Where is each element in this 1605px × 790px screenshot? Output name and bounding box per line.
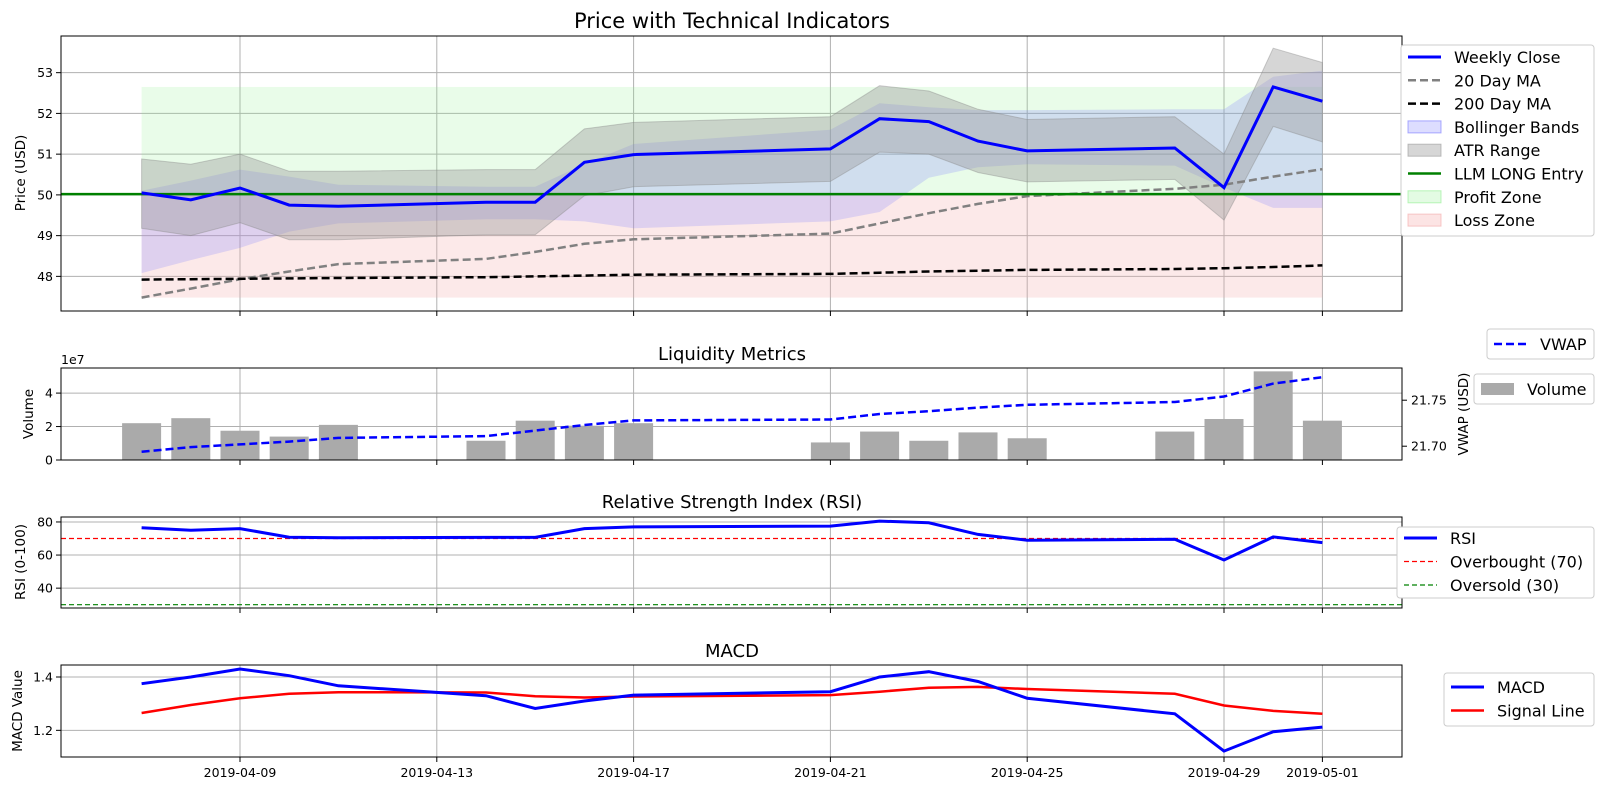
atr-range	[141, 47, 1323, 241]
y2-tick-label: 21.70	[1411, 439, 1447, 454]
y-tick-label: 52	[37, 106, 53, 121]
legend-label: Volume	[1527, 380, 1587, 399]
legend-volume	[1473, 373, 1595, 405]
axes-frame	[60, 664, 1403, 758]
y-tick-label: 1.2	[33, 723, 53, 738]
x-tick-label: 2019-05-01	[1286, 765, 1359, 780]
legend-swatch	[1407, 213, 1442, 227]
y-tick-label: 1.4	[33, 670, 53, 685]
volume-bar	[1155, 431, 1195, 460]
legend-rsi	[1396, 526, 1595, 599]
volume-bar	[466, 440, 506, 460]
chart-title-macd: MACD	[705, 641, 759, 662]
volume-bar	[810, 442, 850, 460]
volume-bar	[1007, 438, 1047, 460]
vwap-line	[141, 375, 1323, 453]
x-tick-label: 2019-04-25	[991, 765, 1064, 780]
y-axis-label-macd: MACD Value	[10, 670, 26, 752]
legend-label: RSI	[1450, 529, 1476, 548]
y-axis-label-volume: Volume	[21, 389, 37, 439]
legend-label: Weekly Close	[1454, 48, 1560, 67]
legend-label: Oversold (30)	[1450, 576, 1559, 595]
chart-title-rsi: Relative Strength Index (RSI)	[602, 492, 862, 513]
ma200-line	[141, 264, 1323, 281]
legend-price	[1400, 44, 1595, 237]
volume-bar	[860, 431, 900, 460]
volume-bar	[318, 424, 358, 460]
legend-box	[1486, 328, 1595, 360]
volume-bar	[122, 423, 162, 460]
chart-title-liquidity: Liquidity Metrics	[658, 344, 806, 365]
y2-tick-label: 21.75	[1411, 393, 1447, 408]
x-tick-label: 2019-04-21	[794, 765, 867, 780]
rsi-line	[141, 519, 1323, 562]
legend-box	[1473, 373, 1595, 405]
y-tick-label: 48	[37, 269, 53, 284]
y-axis-label-price: Price (USD)	[13, 135, 29, 212]
axes-frame	[60, 516, 1403, 609]
volume-bar	[958, 432, 998, 460]
ma20-line	[141, 167, 1323, 299]
x-tick-label: 2019-04-09	[204, 765, 277, 780]
legend-label: Signal Line	[1497, 702, 1585, 721]
volume-bar	[564, 425, 604, 460]
profit-zone	[141, 86, 1323, 195]
volume-bar	[1302, 420, 1342, 460]
legend-swatch	[1481, 383, 1514, 395]
legend-label: MACD	[1497, 678, 1545, 697]
legend-label: Loss Zone	[1454, 211, 1535, 230]
weekly-close-line	[141, 85, 1323, 208]
legend-label: Overbought (70)	[1450, 553, 1583, 572]
axes-frame	[60, 367, 1403, 461]
legend-label: LLM LONG Entry	[1454, 165, 1584, 184]
y-axis-label-rsi: RSI (0-100)	[13, 524, 29, 600]
legend-swatch	[1407, 143, 1442, 157]
legend-macd	[1443, 672, 1595, 727]
chart-title-price: Price with Technical Indicators	[574, 9, 890, 33]
signal-line	[141, 685, 1323, 716]
x-tick-label: 2019-04-29	[1188, 765, 1261, 780]
y-tick-label: 2	[45, 419, 53, 434]
y-axis-exponent: 1e7	[61, 352, 85, 367]
legend-label: Bollinger Bands	[1454, 118, 1579, 137]
bollinger-bands	[141, 70, 1323, 274]
volume-bar	[614, 423, 654, 460]
legend-vwap	[1486, 328, 1595, 360]
legend-label: 200 Day MA	[1454, 95, 1551, 114]
y-tick-label: 51	[37, 147, 53, 162]
y2-axis-label-vwap: VWAP (USD)	[1456, 373, 1472, 456]
volume-bar	[909, 440, 949, 460]
y-tick-label: 40	[37, 581, 53, 596]
legend-label: ATR Range	[1454, 141, 1540, 160]
legend-label: VWAP	[1540, 335, 1587, 354]
y-tick-label: 0	[45, 453, 53, 468]
volume-bar	[1204, 419, 1244, 460]
x-tick-label: 2019-04-13	[400, 765, 473, 780]
y-tick-label: 49	[37, 228, 53, 243]
y-tick-label: 4	[45, 386, 53, 401]
y-tick-label: 50	[37, 187, 53, 202]
legend-swatch	[1407, 120, 1442, 134]
legend-box	[1396, 526, 1595, 599]
volume-bar	[171, 418, 211, 460]
legend-label: Profit Zone	[1454, 188, 1542, 207]
loss-zone	[141, 194, 1323, 298]
y-tick-label: 80	[37, 514, 53, 529]
volume-bar	[515, 420, 555, 460]
macd-line	[141, 667, 1323, 753]
legend-box	[1400, 44, 1595, 237]
legend-label: 20 Day MA	[1454, 71, 1541, 90]
y-tick-label: 60	[37, 548, 53, 563]
x-tick-label: 2019-04-17	[597, 765, 670, 780]
y-tick-label: 53	[37, 65, 53, 80]
legend-swatch	[1407, 190, 1442, 204]
